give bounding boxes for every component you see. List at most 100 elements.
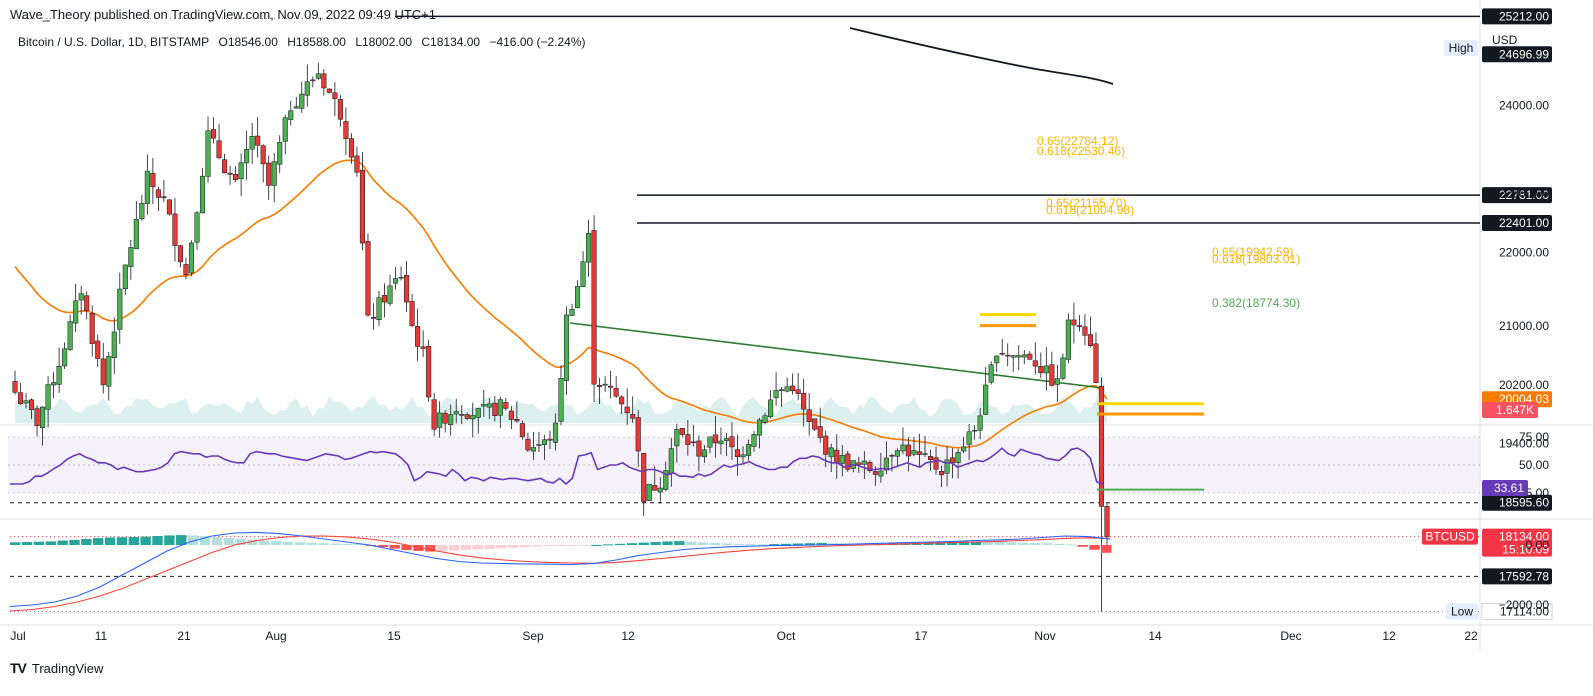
indicator-lines-layer [14, 27, 1114, 449]
price-tick-label: 22800.00 [1499, 187, 1549, 201]
level-22401-badge-text: 22401.00 [1499, 216, 1549, 230]
time-tick-label: 22 [1464, 629, 1478, 643]
macd-histogram-bar [187, 535, 199, 545]
candle-body [988, 364, 994, 383]
candle-body [100, 358, 106, 386]
candle-body [751, 434, 757, 447]
candles-layer [12, 62, 1110, 612]
candle-body [216, 140, 222, 159]
macd-histogram-bar [270, 541, 282, 545]
change-value: −416.00 (−2.24%) [489, 35, 586, 49]
candle-body [1060, 357, 1066, 379]
wedge-trendline [569, 322, 1104, 389]
macd-histogram-bar [81, 539, 92, 545]
candle-body [51, 382, 57, 386]
macd-histogram-bar [211, 536, 222, 545]
macd-signal-line [9, 535, 1111, 612]
macd-histogram-bar [496, 545, 507, 549]
candle-body [45, 384, 51, 410]
candle-body [580, 261, 586, 287]
candle-body [619, 396, 625, 405]
candle-body [144, 170, 150, 204]
macd-histogram-bar [176, 535, 187, 545]
volume-layer [15, 370, 1107, 423]
time-tick-label: 14 [1148, 629, 1162, 643]
candle-body [718, 440, 724, 445]
candle-body [1005, 354, 1011, 357]
candle-body [933, 457, 939, 470]
candle-body [23, 400, 29, 404]
macd-histogram-bar [555, 545, 566, 546]
candle-body [255, 135, 261, 146]
price-tick-label: 20200.00 [1499, 378, 1549, 392]
low-tag [1446, 603, 1478, 620]
axis-layer: 24000.00 22800.00 22000.00 21000.00 20200.00… [10, 99, 1549, 644]
candle-body [359, 169, 366, 244]
candle-body [177, 245, 184, 263]
candle-body [630, 414, 636, 419]
candle-body [199, 175, 206, 214]
candle-body [762, 415, 768, 423]
candle-body [464, 414, 470, 419]
volume-area [15, 370, 1107, 423]
candle-body [624, 406, 630, 414]
macd-histogram-bar [662, 541, 673, 545]
candle-body [756, 419, 763, 436]
candle-body [1021, 354, 1027, 358]
macd-histogram-bar [697, 542, 709, 545]
fib-label: 0.618(21004.98) [1046, 203, 1134, 217]
candle-body [878, 470, 884, 477]
macd-histogram-bar [342, 543, 353, 545]
fib-label: 0.618(19803.01) [1212, 252, 1300, 266]
macd-histogram-bar [958, 541, 970, 545]
candle-body [806, 409, 812, 422]
macd-histogram-bar [93, 538, 104, 545]
fib-label: 0.65(22784.12) [1037, 134, 1118, 148]
time-tick-label: 15 [387, 629, 401, 643]
candle-body [784, 386, 790, 392]
candle-body [277, 142, 283, 165]
candle-body [823, 435, 829, 455]
fib-label: 0.618(22530.46) [1037, 144, 1125, 158]
candle-body [547, 438, 553, 441]
candle-body [183, 264, 189, 275]
candle-body [983, 384, 989, 415]
volume-badge-text: 1.647K [1496, 403, 1534, 417]
candle-body [834, 449, 840, 464]
candle-body [525, 438, 531, 451]
macd-histogram-bar [1053, 543, 1065, 545]
low-tag-text: Low [1451, 605, 1473, 619]
rsi-tick-label: 50.00 [1519, 458, 1549, 472]
candle-body [668, 448, 674, 474]
candle-body [437, 412, 443, 428]
candle-body [481, 404, 487, 407]
fib-label: 0.65(21155.70) [1046, 196, 1127, 210]
candle-body [1043, 365, 1049, 374]
candle-body [56, 366, 62, 385]
tradingview-logo[interactable]: TV TradingView [10, 660, 103, 676]
candle-body [894, 450, 900, 457]
candle-body [602, 383, 608, 386]
candle-body [999, 352, 1005, 355]
macd-histogram-bar [45, 541, 56, 545]
candle-body [961, 446, 967, 452]
candle-body [453, 411, 459, 415]
candle-body [563, 314, 570, 381]
symbol-legend: Bitcoin / U.S. Dollar, 1D, BITSTAMP O185… [18, 35, 592, 49]
candle-body [486, 403, 492, 408]
macd-tick-label: −2000.00 [1499, 598, 1550, 612]
high-tag-text: High [1449, 41, 1474, 55]
candle-body [701, 449, 707, 458]
candle-body [916, 451, 923, 455]
candle-body [889, 454, 895, 457]
macd-histogram-bar [1041, 543, 1053, 545]
candle-body [927, 456, 934, 460]
candle-body [591, 230, 597, 385]
candle-body [244, 148, 250, 164]
macd-histogram-bar [745, 544, 756, 546]
candle-body [420, 346, 426, 349]
candle-body [635, 417, 641, 452]
candle-body [381, 294, 388, 303]
